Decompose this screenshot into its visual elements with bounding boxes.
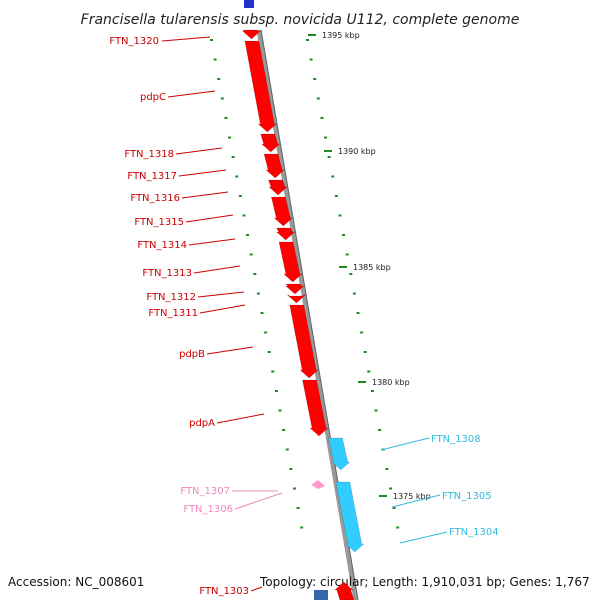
gene-arrow-blue-top[interactable] [244,0,254,8]
scale-ticks [210,34,400,529]
label-leader-line [250,586,263,592]
gene-arrow-ftn-1311[interactable] [286,294,307,304]
label-leader-line [181,191,229,199]
gene-label-ftn-1307: FTN_1307 [180,486,230,497]
gene-label-ftn-1317: FTN_1317 [127,171,177,182]
genome-backbone [256,29,359,600]
gene-arrow-pdpc[interactable] [244,40,277,133]
gene-arrow-ftn-1312[interactable] [285,283,305,295]
gene-label-ftn-1312: FTN_1312 [146,292,196,303]
label-leader-line [161,36,211,42]
gene-label-pdpb: pdpB [179,349,205,360]
gene-label-ftn-1304: FTN_1304 [449,527,499,538]
gene-label-ftn-1313: FTN_1313 [142,268,192,279]
label-leader-line [193,265,241,274]
gene-label-pdpc: pdpC [140,92,166,103]
genome-summary-text: Topology: circular; Length: 1,910,031 bp… [259,575,590,589]
label-leader-line [234,492,283,510]
gene-arrow-ftn-1314[interactable] [276,227,296,241]
gene-arrow-ftn-1313[interactable] [278,241,303,283]
gene-arrow-ftn-1305[interactable] [335,481,365,553]
gene-arrow-blue-bottom[interactable] [314,590,328,600]
gene-arrow-ftn-1308[interactable] [328,437,351,471]
label-leader-line [199,304,246,314]
label-leader-line [197,291,245,298]
gene-arrow-ftn-1307[interactable] [311,480,325,489]
scale-label-1385: 1385 kbp [353,263,391,272]
gene-label-ftn-1314: FTN_1314 [137,240,187,251]
accession-text: Accession: NC_008601 [8,575,144,589]
gene-arrow-ftn-1318[interactable] [260,133,281,153]
gene-label-ftn-1305: FTN_1305 [442,491,492,502]
gene-label-ftn-1315: FTN_1315 [134,217,184,228]
gene-arrow-pdpa[interactable] [302,379,329,437]
gene-label-ftn-1320: FTN_1320 [109,36,159,47]
scale-label-1390: 1390 kbp [338,147,376,156]
gene-label-pdpa: pdpA [189,418,215,429]
label-leader-line [175,147,223,155]
label-leader-line [380,437,430,451]
gene-arrows [241,0,365,600]
label-leader-lines [161,36,448,592]
gene-arrow-ftn-1315[interactable] [271,196,293,227]
gene-label-ftn-1316: FTN_1316 [130,193,180,204]
scale-label-1380: 1380 kbp [372,378,410,387]
gene-arrow-ftn-1320[interactable] [241,29,262,40]
label-leader-line [188,238,236,246]
scale-label-1375: 1375 kbp [393,492,431,501]
label-leader-line [399,531,448,544]
gene-arrow-ftn-1316[interactable] [268,179,288,196]
gene-arrow-ftn-1303[interactable] [334,581,355,600]
label-leader-line [178,169,227,177]
label-leader-line [391,494,441,508]
label-leader-line [216,413,265,424]
map-title: Francisella tularensis subsp. novicida U… [81,12,520,28]
gene-arrow-ftn-1317[interactable] [263,153,285,179]
gene-arrow-pdpb[interactable] [289,304,319,379]
gene-label-ftn-1318: FTN_1318 [124,149,174,160]
label-leader-line [185,214,234,223]
label-leader-line [167,90,216,98]
label-leader-line [206,346,254,355]
gene-label-ftn-1311: FTN_1311 [148,308,198,319]
gene-label-ftn-1308: FTN_1308 [431,434,481,445]
scale-label-1395: 1395 kbp [322,31,360,40]
gene-label-ftn-1306: FTN_1306 [183,504,233,515]
gene-label-ftn-1303: FTN_1303 [199,586,249,597]
